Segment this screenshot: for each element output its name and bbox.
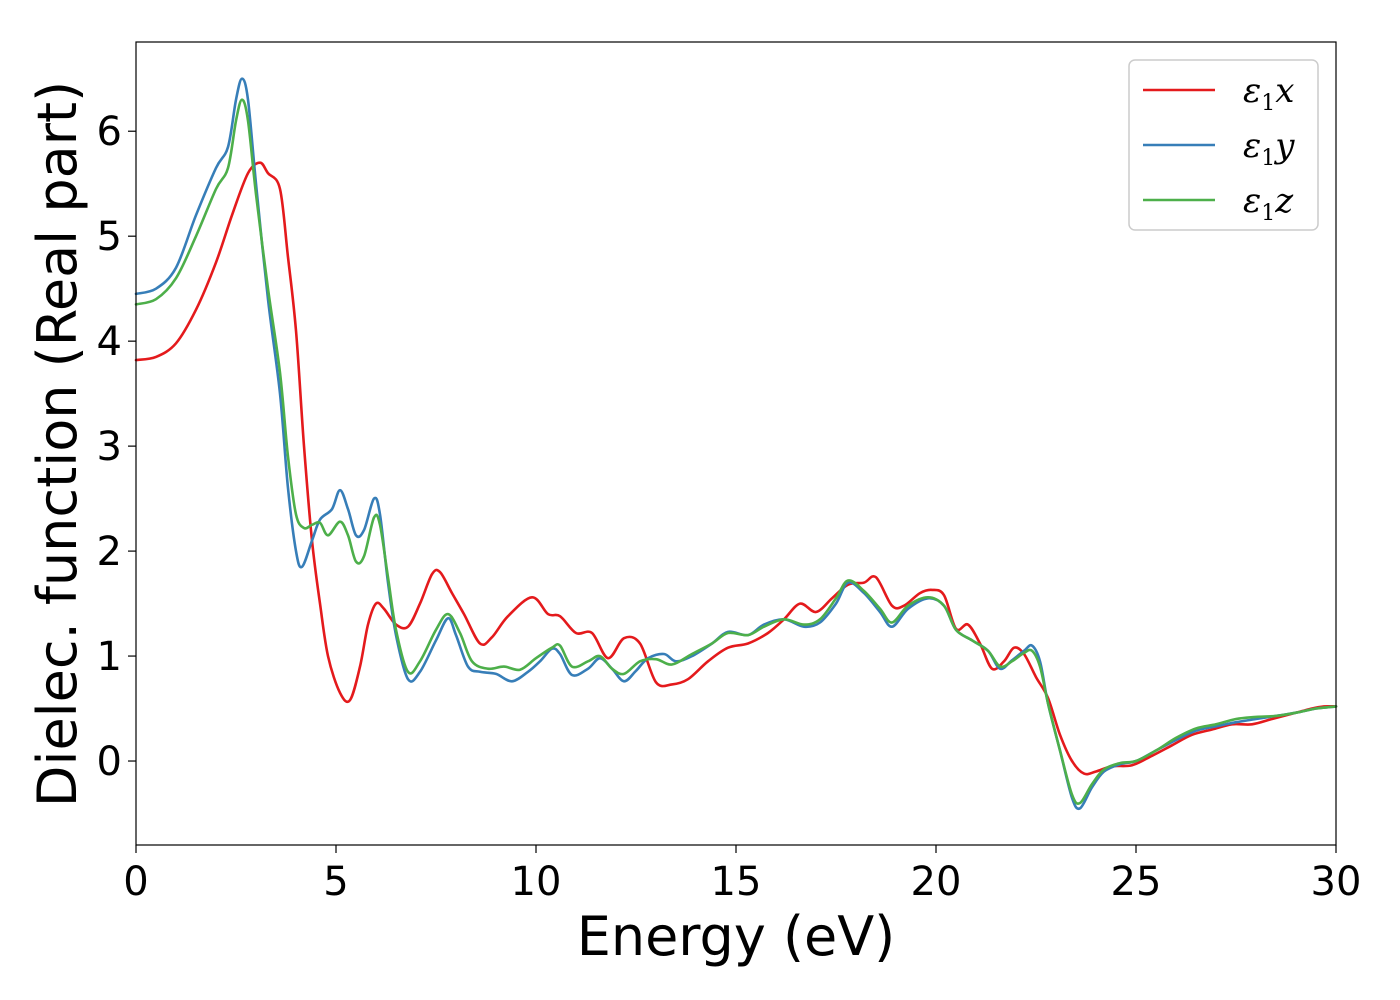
- legend: ε1x ε1y ε1z: [1128, 59, 1319, 231]
- x-axis-label: Energy (eV): [577, 905, 896, 968]
- legend-label-x: ε1x: [1243, 71, 1294, 116]
- x-tick-label: 0: [123, 859, 148, 905]
- legend-box: [1128, 59, 1319, 231]
- series-line-z: [134, 98, 1338, 805]
- y-tick-label: 0: [97, 739, 122, 785]
- x-ticks: 0 5 10 15 20 25 30: [123, 845, 1361, 905]
- legend-label-y: ε1y: [1243, 126, 1295, 171]
- x-tick-label: 5: [323, 859, 348, 905]
- plot-frame: [135, 41, 1337, 846]
- x-tick-label: 10: [511, 859, 562, 905]
- y-tick-label: 3: [97, 424, 122, 470]
- y-ticks: 0 1 2 3 4 5 6: [97, 109, 136, 785]
- y-tick-label: 5: [97, 214, 122, 260]
- x-tick-label: 30: [1311, 859, 1362, 905]
- y-tick-label: 1: [97, 634, 122, 680]
- series-line-x: [134, 161, 1338, 776]
- series-layer: [134, 77, 1338, 811]
- y-tick-label: 4: [97, 319, 122, 365]
- legend-label-z: ε1z: [1243, 181, 1294, 226]
- x-tick-label: 25: [1111, 859, 1162, 905]
- y-tick-label: 6: [97, 109, 122, 155]
- y-axis-label: Dielec. function (Real part): [26, 81, 89, 807]
- x-tick-label: 20: [911, 859, 962, 905]
- x-tick-label: 15: [711, 859, 762, 905]
- y-tick-label: 2: [97, 529, 122, 575]
